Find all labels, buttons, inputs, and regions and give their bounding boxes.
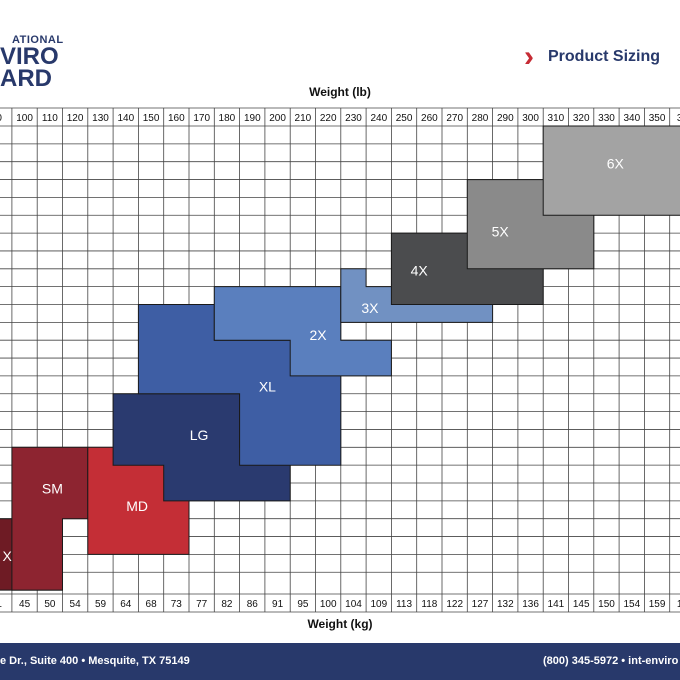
lb-tick-label: 180 — [219, 113, 236, 124]
kg-tick-label: 118 — [421, 599, 437, 610]
lb-tick-label: 220 — [320, 113, 337, 124]
lb-tick-label: 230 — [345, 113, 362, 124]
kg-tick-label: 59 — [95, 599, 107, 610]
x-axis-label-lb: Weight (lb) — [309, 85, 371, 99]
size-label-2x: 2X — [309, 327, 327, 343]
chevron-right-icon: › — [524, 40, 534, 73]
x-axis-label-kg: Weight (kg) — [307, 617, 373, 631]
lb-tick-label: 300 — [522, 113, 539, 124]
logo-line-1: ATIONAL — [12, 34, 64, 46]
kg-tick-label: 1 — [0, 599, 2, 610]
lb-tick-label: 210 — [295, 113, 312, 124]
kg-tick-label: 113 — [396, 599, 412, 610]
lb-tick-label: 150 — [143, 113, 160, 124]
kg-tick-label: 104 — [345, 599, 362, 610]
logo-line-2: VIRO — [0, 43, 59, 70]
size-blocks: XSSMMDLGXL2X3X4X5X6X — [0, 125, 680, 591]
kg-tick-label: 73 — [171, 599, 183, 610]
lb-tick-label: 140 — [117, 113, 134, 124]
page-title: Product Sizing — [548, 48, 660, 65]
lb-tick-label: 130 — [92, 113, 109, 124]
kg-tick-label: 100 — [320, 599, 337, 610]
lb-tick-label: 250 — [396, 113, 413, 124]
header: › Product Sizing — [524, 40, 680, 76]
lb-tick-label: 310 — [548, 113, 565, 124]
size-block-sm — [11, 446, 89, 591]
lb-tick-label: 36 — [677, 113, 680, 124]
kg-tick-label: 64 — [120, 599, 132, 610]
size-label-6x: 6X — [607, 156, 625, 172]
kg-tick-label: 136 — [522, 599, 539, 610]
kg-tick-label: 145 — [573, 599, 590, 610]
footer-address: e Dr., Suite 400 • Mesquite, TX 75149 — [0, 655, 190, 667]
kg-tick-label: 16 — [677, 599, 680, 610]
size-label-lg: LG — [190, 427, 209, 443]
size-label-5x: 5X — [492, 223, 510, 239]
lb-tick-label: 270 — [446, 113, 463, 124]
lb-tick-label: 170 — [193, 113, 210, 124]
kg-tick-label: 50 — [44, 599, 56, 610]
kg-tick-label: 159 — [649, 599, 666, 610]
lb-tick-label: 110 — [42, 113, 58, 124]
kg-tick-label: 109 — [370, 599, 387, 610]
kg-tick-label: 141 — [548, 599, 565, 610]
lb-tick-label: 120 — [67, 113, 84, 124]
lb-tick-label: 240 — [370, 113, 387, 124]
kg-tick-label: 154 — [623, 599, 640, 610]
kg-tick-label: 77 — [196, 599, 208, 610]
lb-tick-label: 350 — [649, 113, 666, 124]
lb-tick-label: 190 — [244, 113, 261, 124]
size-chart: XSSMMDLGXL2X3X4X5X6X 0100110120130140150… — [0, 107, 680, 613]
kg-tick-label: 68 — [146, 599, 158, 610]
kg-tick-label: 127 — [472, 599, 489, 610]
lb-tick-label: 260 — [421, 113, 438, 124]
kg-tick-label: 95 — [297, 599, 309, 610]
kg-tick-label: 122 — [446, 599, 463, 610]
kg-tick-label: 150 — [598, 599, 615, 610]
lb-tick-label: 200 — [269, 113, 286, 124]
kg-tick-label: 132 — [497, 599, 514, 610]
kg-tick-label: 82 — [221, 599, 233, 610]
company-logo: ATIONAL VIRO ARD — [0, 30, 70, 92]
size-label-4x: 4X — [411, 263, 429, 279]
lb-tick-label: 280 — [472, 113, 489, 124]
kg-tick-label: 45 — [19, 599, 31, 610]
lb-tick-label: 330 — [598, 113, 615, 124]
size-block-6x — [542, 125, 680, 216]
logo-line-3: ARD — [0, 65, 52, 92]
lb-tick-label: 100 — [16, 113, 33, 124]
lb-tick-label: 290 — [497, 113, 514, 124]
size-label-sm: SM — [42, 480, 63, 496]
kg-tick-label: 54 — [70, 599, 82, 610]
lb-tick-label: 160 — [168, 113, 185, 124]
footer: e Dr., Suite 400 • Mesquite, TX 75149 (8… — [0, 643, 680, 680]
size-label-3x: 3X — [361, 300, 379, 316]
tick-labels: 0100110120130140150160170180190200210220… — [0, 113, 680, 610]
lb-tick-label: 340 — [623, 113, 640, 124]
kg-tick-label: 86 — [247, 599, 259, 610]
lb-tick-label: 0 — [0, 113, 2, 124]
lb-tick-label: 320 — [573, 113, 590, 124]
size-label-md: MD — [126, 498, 148, 514]
kg-tick-label: 91 — [272, 599, 284, 610]
size-label-xl: XL — [259, 379, 276, 395]
footer-contact: (800) 345-5972 • int-enviro — [543, 655, 679, 667]
